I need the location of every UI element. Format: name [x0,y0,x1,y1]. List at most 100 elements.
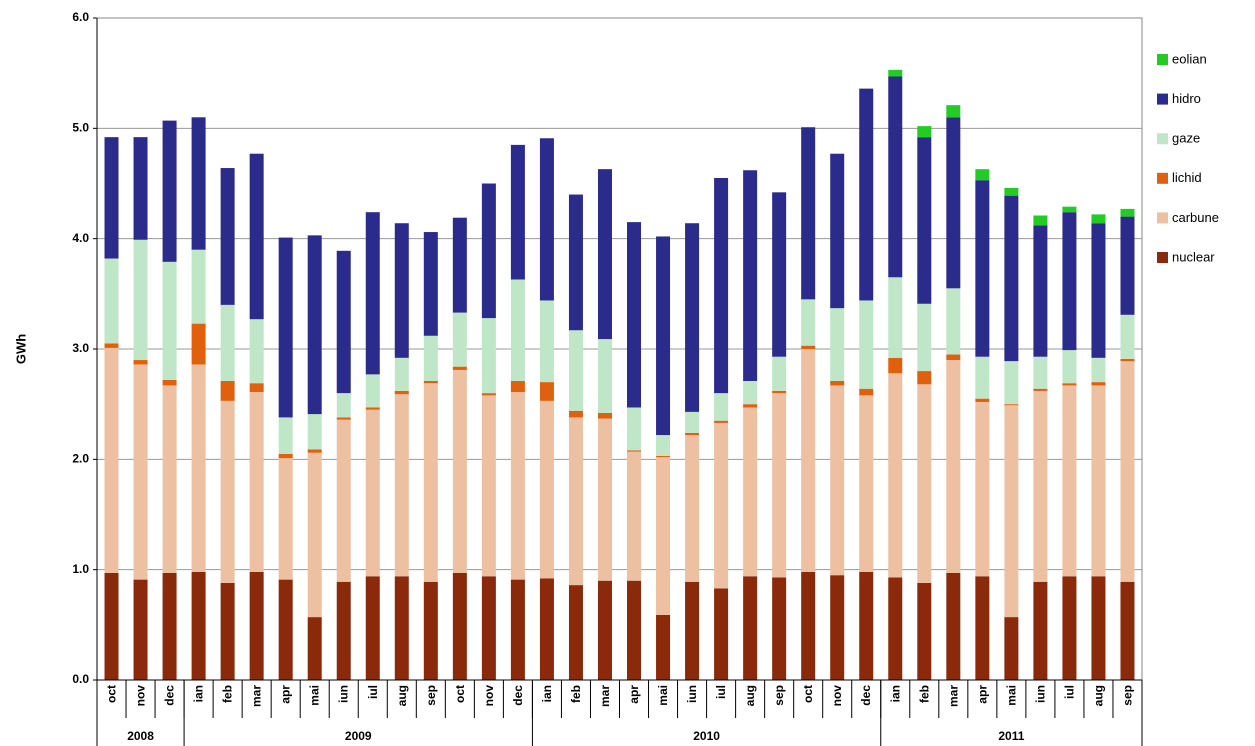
x-tick-label: iul [1062,685,1076,699]
y-tick-label: 3.0 [72,341,89,355]
x-tick-label: feb [221,685,235,703]
bar-segment [539,400,554,579]
bar-segment [191,117,206,250]
bar-segment [539,138,554,301]
x-tick-label: iul [366,685,380,699]
bar-segment [656,614,671,680]
bar-segment [249,383,264,393]
y-tick-label: 2.0 [72,452,89,466]
bar-segment [133,364,148,580]
bar-segment [946,288,961,355]
bar-segment [307,617,322,680]
bar-segment [307,235,322,415]
x-tick-label: iun [337,685,351,703]
bar-segment [917,303,932,372]
bar-segment [104,343,119,348]
bar-segment [772,577,787,680]
bar-segment [772,192,787,357]
bar-segment [597,169,612,340]
bar-segment [539,300,554,383]
bar-segment [336,250,351,394]
x-tick-label: feb [569,685,583,703]
bar-segment [133,137,148,240]
bar-segment [859,88,874,301]
bar-segment [946,572,961,680]
bar-segment [917,384,932,583]
bar-segment [946,354,961,361]
bar-segment [975,180,990,357]
bar-segment [191,249,206,324]
y-tick-label: 6.0 [72,10,89,24]
x-tick-label: nov [134,685,148,707]
bar-segment [1062,385,1077,577]
bar-segment [743,404,758,408]
bar-segment [656,456,671,458]
bar-segment [1120,216,1135,315]
bar-segment [481,183,496,319]
bar-segment [394,223,409,358]
legend-label: eolian [1172,51,1207,66]
x-tick-label: iun [1033,685,1047,703]
bar-segment [917,371,932,385]
bar-segment [220,168,235,305]
bar-segment [830,380,845,386]
bar-segment [452,366,467,370]
bar-segment [975,356,990,399]
bar-segment [162,385,177,573]
bar-segment [1120,361,1135,582]
bar-segment [510,144,525,280]
bar-segment [220,582,235,680]
bar-segment [394,394,409,577]
bar-segment [394,576,409,680]
bar-segment [1062,576,1077,680]
bar-segment [1091,214,1106,224]
bar-segment [743,170,758,381]
legend-label: gaze [1172,131,1200,146]
y-axis-label: GWh [13,334,28,364]
bar-segment [1062,212,1077,351]
bar-segment [801,345,816,349]
bar-segment [1033,356,1048,389]
bar-segment [191,364,206,572]
bar-segment [685,435,700,582]
group-label: 2010 [693,729,720,743]
bar-segment [1004,195,1019,362]
y-tick-label: 4.0 [72,231,89,245]
bar-segment [1120,314,1135,359]
bar-segment [568,417,583,586]
group-label: 2008 [127,729,154,743]
bar-segment [859,571,874,680]
legend-swatch [1157,252,1168,263]
legend-label: lichid [1172,170,1202,185]
bar-segment [307,414,322,450]
x-tick-label: oct [453,685,467,703]
bar-segment [423,581,438,680]
bar-segment [423,383,438,582]
bar-segment [714,588,729,680]
bar-segment [830,575,845,680]
legend-label: nuclear [1172,249,1215,264]
bar-segment [975,169,990,181]
bar-segment [1033,388,1048,391]
bar-segment [539,578,554,680]
legend-label: carbune [1172,210,1219,225]
x-tick-label: mai [656,685,670,706]
bar-segment [1033,390,1048,582]
bar-segment [365,409,380,577]
x-tick-label: mai [1004,685,1018,706]
x-tick-label: sep [772,685,786,706]
bar-segment [191,323,206,365]
bar-segment [1091,576,1106,680]
bar-segment [452,217,467,313]
bar-segment [743,576,758,680]
bar-segment [278,237,293,418]
bar-segment [656,435,671,457]
bar-segment [133,239,148,361]
bar-segment [946,117,961,289]
bar-segment [656,236,671,436]
x-tick-label: oct [801,685,815,703]
bar-segment [278,417,293,454]
bar-segment [220,400,235,583]
legend-label: hidro [1172,91,1201,106]
bar-segment [278,453,293,459]
